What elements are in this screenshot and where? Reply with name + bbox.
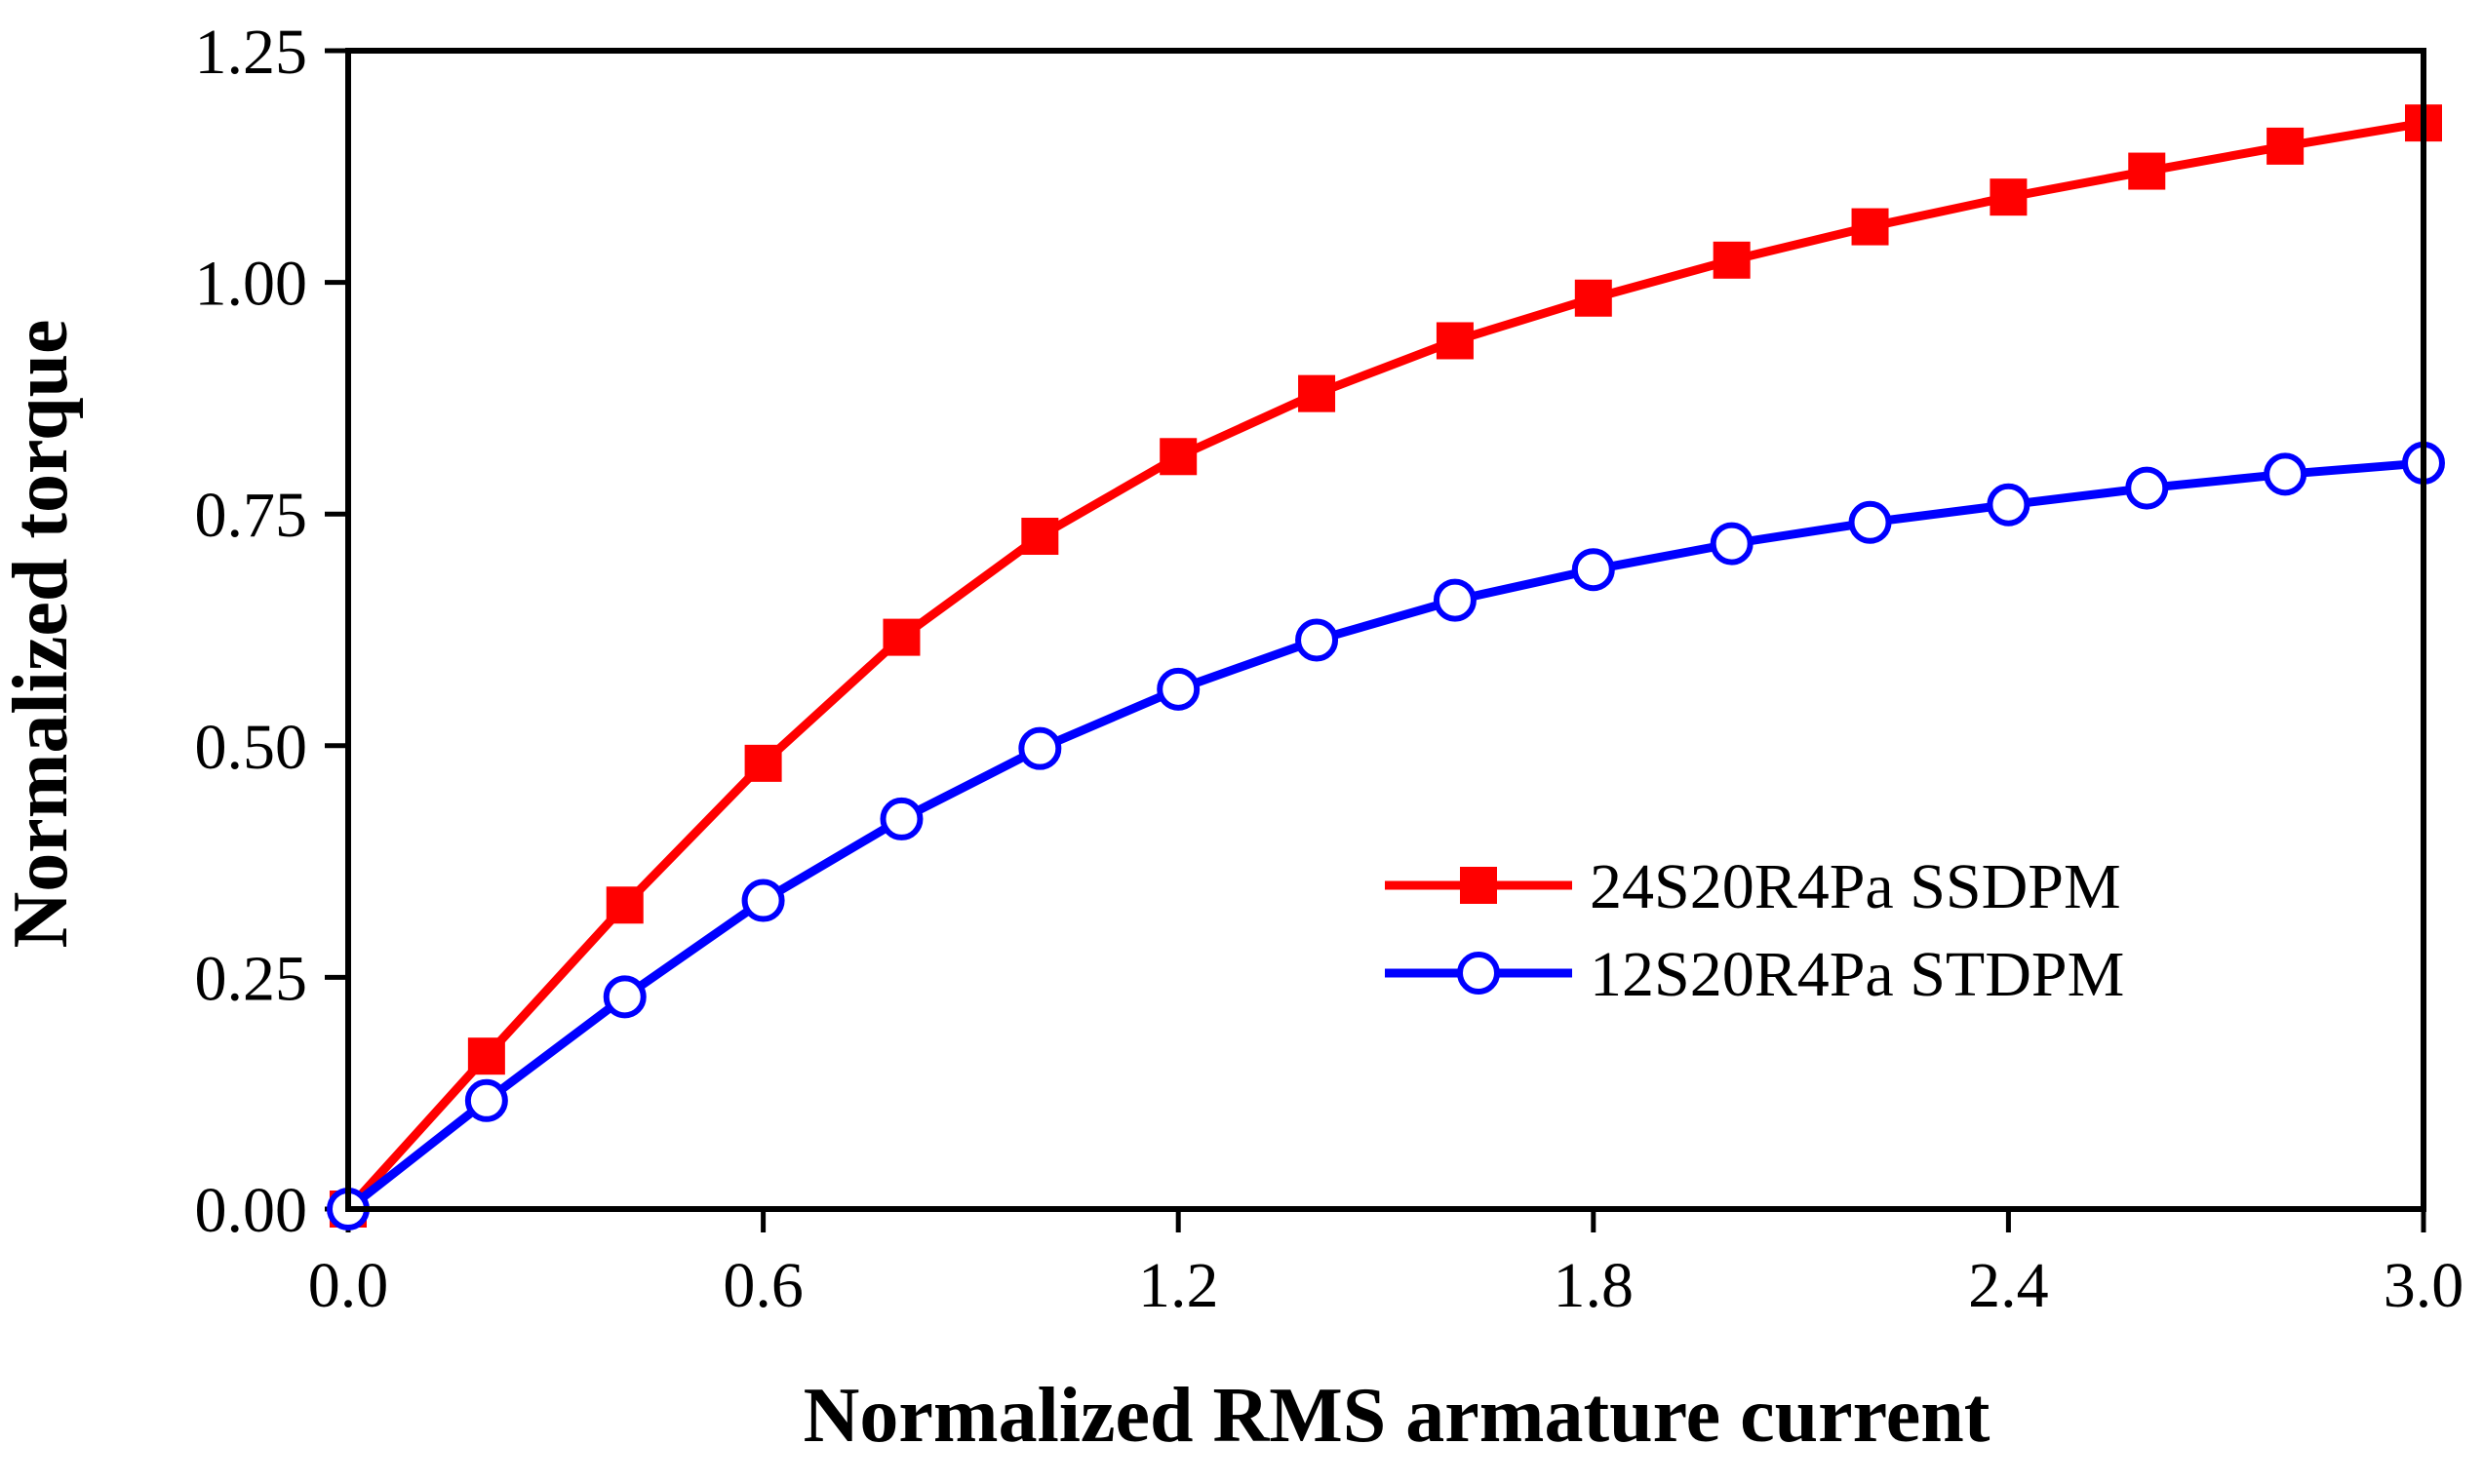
data-point <box>606 886 644 924</box>
data-point <box>880 797 924 840</box>
data-point <box>1436 322 1474 360</box>
x-tick-label: 2.4 <box>1968 1250 2049 1321</box>
x-tick-label: 1.8 <box>1554 1250 1635 1321</box>
y-tick-label: 0.00 <box>195 1175 308 1246</box>
legend-label: 12S20R4Pa STDPM <box>1590 939 2124 1010</box>
data-point <box>1710 522 1754 566</box>
data-point <box>603 975 647 1019</box>
data-point <box>1990 178 2028 216</box>
y-tick-label: 0.50 <box>195 712 308 783</box>
legend-item: 12S20R4Pa STDPM <box>1385 939 2124 1010</box>
y-tick-label: 0.25 <box>195 943 308 1014</box>
y-tick-label: 1.00 <box>195 249 308 320</box>
data-point <box>2264 452 2307 496</box>
data-point <box>1018 726 1062 770</box>
data-point <box>1298 374 1336 412</box>
series-1 <box>330 104 2442 1228</box>
x-tick-label: 0.0 <box>308 1250 389 1321</box>
y-tick-label: 0.75 <box>195 480 308 551</box>
data-point <box>467 1037 505 1075</box>
data-point <box>2266 127 2305 165</box>
data-point <box>1571 548 1615 592</box>
data-point <box>741 879 785 922</box>
series-line <box>344 118 2424 1213</box>
data-point <box>1987 483 2030 527</box>
data-point <box>1433 578 1477 622</box>
legend: 24S20R4Pa SSDPM 12S20R4Pa STDPM <box>1385 851 2124 1010</box>
data-point <box>1574 279 1612 317</box>
data-point <box>883 618 921 656</box>
x-axis: 0.0 0.6 1.2 1.8 2.4 3.0 <box>308 1209 2464 1321</box>
y-axis: 0.00 0.25 0.50 0.75 1.00 1.25 <box>195 17 348 1246</box>
legend-marker <box>1457 952 1500 995</box>
series-line <box>345 458 2424 1213</box>
data-point <box>1160 438 1198 476</box>
data-point <box>1851 208 1889 246</box>
plot-frame <box>345 48 2426 1212</box>
data-point <box>1848 500 1892 544</box>
x-tick-label: 0.6 <box>723 1250 804 1321</box>
series-layer <box>327 104 2445 1230</box>
data-point <box>1295 618 1339 662</box>
legend-item: 24S20R4Pa SSDPM <box>1385 851 2121 922</box>
legend-label: 24S20R4Pa SSDPM <box>1590 851 2121 922</box>
data-point <box>1021 518 1059 556</box>
x-tick-label: 1.2 <box>1138 1250 1219 1321</box>
series-2 <box>327 441 2445 1230</box>
data-point <box>1157 667 1201 711</box>
x-axis-title: Normalized RMS armature current <box>804 1373 1990 1459</box>
data-point <box>464 1078 508 1122</box>
data-point <box>2128 152 2166 190</box>
x-tick-label: 3.0 <box>2384 1250 2464 1321</box>
legend-marker <box>1460 867 1497 904</box>
y-axis-title: Normalized torque <box>0 319 84 948</box>
data-point <box>744 744 782 782</box>
data-point <box>1713 241 1751 279</box>
y-tick-label: 1.25 <box>195 17 308 88</box>
data-point <box>2125 466 2169 510</box>
